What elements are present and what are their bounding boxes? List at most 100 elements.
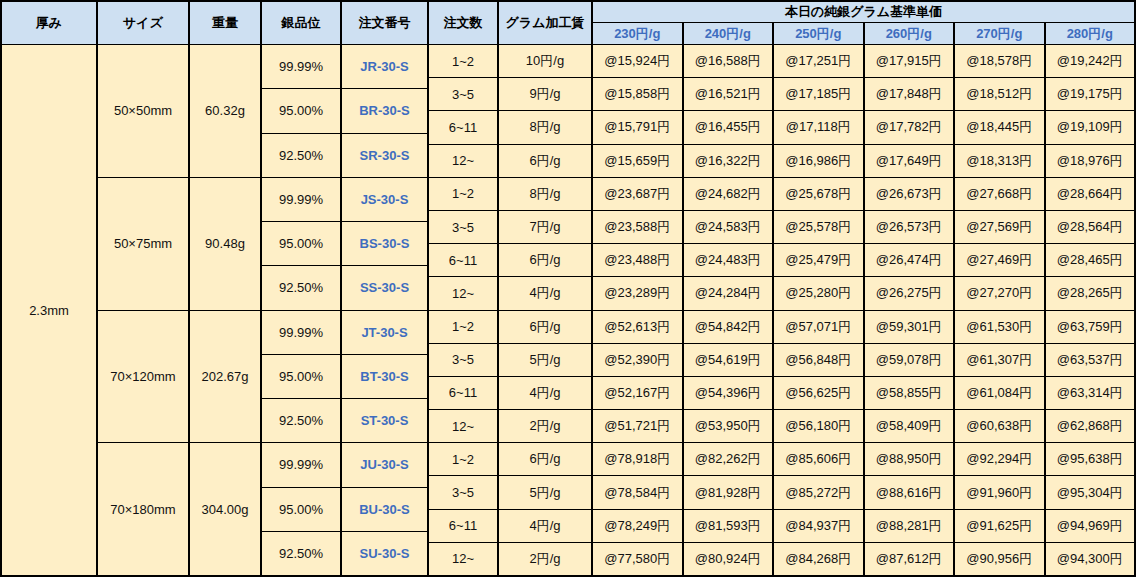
unit-price-cell: @15,924円 [593, 45, 682, 77]
unit-price-cell: @17,649円 [865, 145, 954, 177]
weight-cell: 202.67g [190, 311, 260, 443]
unit-price-cell: @91,960円 [955, 476, 1044, 508]
unit-price-cell: @77,580円 [593, 543, 682, 575]
gram-fee-cell: 7円/g [499, 211, 591, 243]
purity-cell: 95.00% [262, 89, 340, 132]
unit-price-cell: @25,578円 [774, 211, 863, 243]
order-code-cell: JS-30-S [342, 178, 427, 221]
purity-cell: 95.00% [262, 488, 340, 531]
unit-price-cell: @15,659円 [593, 145, 682, 177]
gram-fee-cell: 8円/g [499, 178, 591, 210]
purity-cell: 99.99% [262, 178, 340, 221]
unit-price-cell: @26,474円 [865, 244, 954, 276]
unit-price-cell: @84,937円 [774, 510, 863, 542]
unit-price-cell: @27,469円 [955, 244, 1044, 276]
purity-cell: 92.50% [262, 266, 340, 309]
unit-price-cell: @84,268円 [774, 543, 863, 575]
unit-price-cell: @82,262円 [684, 443, 773, 475]
gram-fee-cell: 6円/g [499, 443, 591, 475]
gram-fee-cell: 4円/g [499, 277, 591, 309]
unit-price-cell: @58,855円 [865, 377, 954, 409]
unit-price-cell: @17,185円 [774, 78, 863, 110]
order-qty-cell: 12~ [429, 543, 497, 575]
unit-price-cell: @16,986円 [774, 145, 863, 177]
unit-price-cell: @17,848円 [865, 78, 954, 110]
unit-price-cell: @54,842円 [684, 311, 773, 343]
unit-price-cell: @23,687円 [593, 178, 682, 210]
unit-price-cell: @87,612円 [865, 543, 954, 575]
price-column-header: 230円/g [593, 23, 682, 44]
gram-fee-cell: 9円/g [499, 78, 591, 110]
order-qty-cell: 6~11 [429, 244, 497, 276]
unit-price-cell: @19,109円 [1046, 111, 1135, 143]
weight-cell: 60.32g [190, 45, 260, 177]
unit-price-cell: @85,272円 [774, 476, 863, 508]
unit-price-cell: @16,322円 [684, 145, 773, 177]
unit-price-cell: @59,301円 [865, 311, 954, 343]
unit-price-cell: @18,578円 [955, 45, 1044, 77]
unit-price-cell: @25,479円 [774, 244, 863, 276]
unit-price-cell: @28,664円 [1046, 178, 1135, 210]
order-qty-cell: 1~2 [429, 178, 497, 210]
col-header-size: サイズ [98, 2, 188, 44]
unit-price-cell: @58,409円 [865, 410, 954, 442]
size-cell: 70×120mm [98, 311, 188, 443]
unit-price-cell: @24,583円 [684, 211, 773, 243]
order-qty-cell: 3~5 [429, 344, 497, 376]
price-column-header: 270円/g [955, 23, 1044, 44]
purity-cell: 95.00% [262, 222, 340, 265]
gram-fee-cell: 5円/g [499, 344, 591, 376]
unit-price-cell: @91,625円 [955, 510, 1044, 542]
unit-price-cell: @18,445円 [955, 111, 1044, 143]
unit-price-cell: @25,678円 [774, 178, 863, 210]
unit-price-cell: @15,791円 [593, 111, 682, 143]
order-code-cell: JT-30-S [342, 311, 427, 354]
unit-price-cell: @24,483円 [684, 244, 773, 276]
unit-price-cell: @18,313円 [955, 145, 1044, 177]
purity-cell: 92.50% [262, 532, 340, 575]
unit-price-cell: @57,071円 [774, 311, 863, 343]
purity-cell: 99.99% [262, 443, 340, 486]
unit-price-cell: @17,782円 [865, 111, 954, 143]
unit-price-cell: @16,521円 [684, 78, 773, 110]
unit-price-cell: @52,390円 [593, 344, 682, 376]
unit-price-cell: @92,294円 [955, 443, 1044, 475]
unit-price-cell: @18,976円 [1046, 145, 1135, 177]
col-header-gram-fee: グラム加工賃 [499, 2, 591, 44]
order-qty-cell: 6~11 [429, 377, 497, 409]
order-qty-cell: 6~11 [429, 111, 497, 143]
col-header-weight: 重量 [190, 2, 260, 44]
unit-price-cell: @63,759円 [1046, 311, 1135, 343]
unit-price-cell: @63,314円 [1046, 377, 1135, 409]
order-qty-cell: 3~5 [429, 476, 497, 508]
unit-price-cell: @80,924円 [684, 543, 773, 575]
order-code-cell: SS-30-S [342, 266, 427, 309]
unit-price-cell: @25,280円 [774, 277, 863, 309]
order-qty-cell: 6~11 [429, 510, 497, 542]
group-header-base-unit-price: 本日の純銀グラム基準単価 [593, 2, 1134, 22]
unit-price-cell: @95,304円 [1046, 476, 1135, 508]
order-qty-cell: 1~2 [429, 443, 497, 475]
unit-price-cell: @95,638円 [1046, 443, 1135, 475]
unit-price-cell: @16,455円 [684, 111, 773, 143]
gram-fee-cell: 10円/g [499, 45, 591, 77]
unit-price-cell: @24,284円 [684, 277, 773, 309]
unit-price-cell: @24,682円 [684, 178, 773, 210]
order-qty-cell: 12~ [429, 145, 497, 177]
order-qty-cell: 3~5 [429, 211, 497, 243]
price-column-header: 240円/g [684, 23, 773, 44]
unit-price-cell: @26,573円 [865, 211, 954, 243]
unit-price-cell: @27,270円 [955, 277, 1044, 309]
order-code-cell: BR-30-S [342, 89, 427, 132]
unit-price-cell: @26,673円 [865, 178, 954, 210]
unit-price-cell: @51,721円 [593, 410, 682, 442]
size-cell: 50×75mm [98, 178, 188, 310]
purity-cell: 95.00% [262, 355, 340, 398]
unit-price-cell: @78,249円 [593, 510, 682, 542]
unit-price-cell: @17,118円 [774, 111, 863, 143]
unit-price-cell: @18,512円 [955, 78, 1044, 110]
gram-fee-cell: 8円/g [499, 111, 591, 143]
unit-price-cell: @28,564円 [1046, 211, 1135, 243]
unit-price-cell: @26,275円 [865, 277, 954, 309]
order-qty-cell: 3~5 [429, 78, 497, 110]
